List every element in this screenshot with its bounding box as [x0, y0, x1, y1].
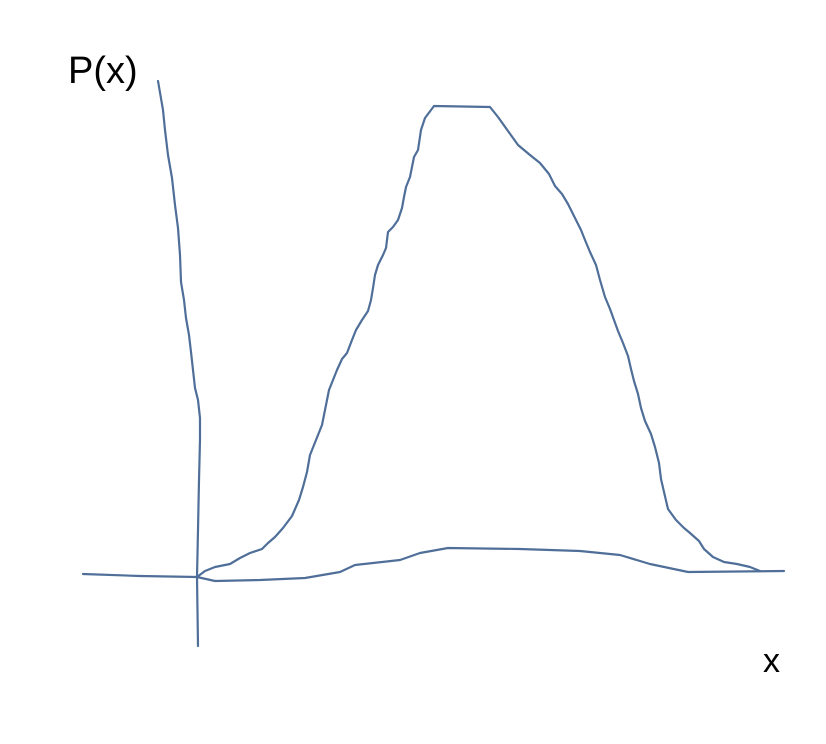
- x-axis-label: x: [763, 642, 780, 680]
- x-axis-line: [81, 546, 786, 583]
- distribution-curve: [195, 104, 762, 579]
- y-axis-label: P(x): [68, 50, 138, 92]
- y-axis-line: [156, 79, 202, 648]
